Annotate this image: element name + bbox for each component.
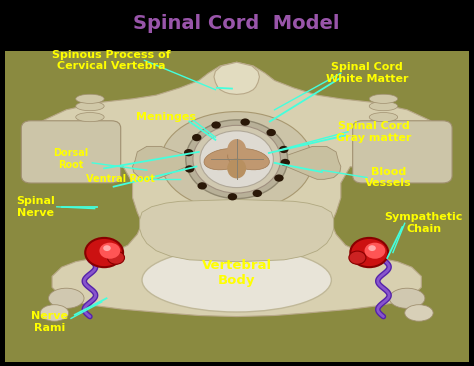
Ellipse shape (369, 113, 398, 122)
Circle shape (253, 190, 262, 197)
Circle shape (184, 149, 193, 156)
Text: Dorsal
Root: Dorsal Root (54, 148, 89, 170)
Circle shape (108, 251, 125, 264)
Ellipse shape (40, 305, 69, 321)
Circle shape (185, 165, 194, 173)
Polygon shape (140, 199, 334, 262)
Polygon shape (214, 62, 259, 94)
Circle shape (349, 251, 366, 264)
Ellipse shape (142, 248, 331, 312)
Ellipse shape (76, 113, 104, 122)
Ellipse shape (204, 149, 246, 170)
Circle shape (350, 238, 388, 267)
Ellipse shape (227, 158, 246, 178)
Ellipse shape (186, 120, 288, 198)
Polygon shape (133, 146, 187, 179)
Circle shape (100, 243, 120, 259)
Ellipse shape (389, 288, 425, 308)
Text: Vertebral
Body: Vertebral Body (201, 259, 272, 287)
Circle shape (85, 238, 123, 267)
FancyBboxPatch shape (353, 121, 452, 183)
Ellipse shape (227, 139, 246, 161)
Text: Ventral Root: Ventral Root (86, 174, 155, 184)
Ellipse shape (200, 131, 273, 188)
Text: Spinous Process of
Cervical Vertebra: Spinous Process of Cervical Vertebra (52, 49, 171, 71)
Circle shape (103, 245, 111, 251)
Ellipse shape (48, 288, 84, 308)
Circle shape (365, 243, 385, 259)
Text: Spinal Cord
White Matter: Spinal Cord White Matter (326, 62, 408, 84)
Ellipse shape (76, 94, 104, 103)
Circle shape (211, 122, 221, 129)
Ellipse shape (405, 305, 433, 321)
Ellipse shape (228, 149, 269, 170)
Circle shape (228, 193, 237, 201)
Text: Spinal
Nerve: Spinal Nerve (16, 196, 55, 218)
Ellipse shape (76, 101, 104, 111)
Text: Sympathetic
Chain: Sympathetic Chain (384, 212, 463, 234)
Text: Blood
Vessels: Blood Vessels (365, 167, 411, 188)
Ellipse shape (369, 101, 398, 111)
Text: Spinal Cord
Gray matter: Spinal Cord Gray matter (336, 121, 411, 143)
Text: Nerve
Rami: Nerve Rami (31, 311, 68, 333)
Bar (5, 51, 469, 362)
Circle shape (281, 159, 290, 166)
Ellipse shape (161, 112, 312, 210)
Text: Meninges: Meninges (136, 112, 196, 122)
Polygon shape (286, 146, 341, 179)
Ellipse shape (369, 94, 398, 103)
Circle shape (274, 175, 283, 182)
Circle shape (279, 146, 289, 153)
Circle shape (266, 129, 276, 136)
Circle shape (198, 182, 207, 190)
Circle shape (192, 134, 201, 141)
Bar (0, 0, 474, 49)
Polygon shape (28, 62, 445, 317)
Ellipse shape (193, 125, 281, 193)
Circle shape (240, 119, 250, 126)
Circle shape (368, 245, 376, 251)
FancyBboxPatch shape (21, 121, 121, 183)
Text: Spinal Cord  Model: Spinal Cord Model (134, 14, 340, 33)
